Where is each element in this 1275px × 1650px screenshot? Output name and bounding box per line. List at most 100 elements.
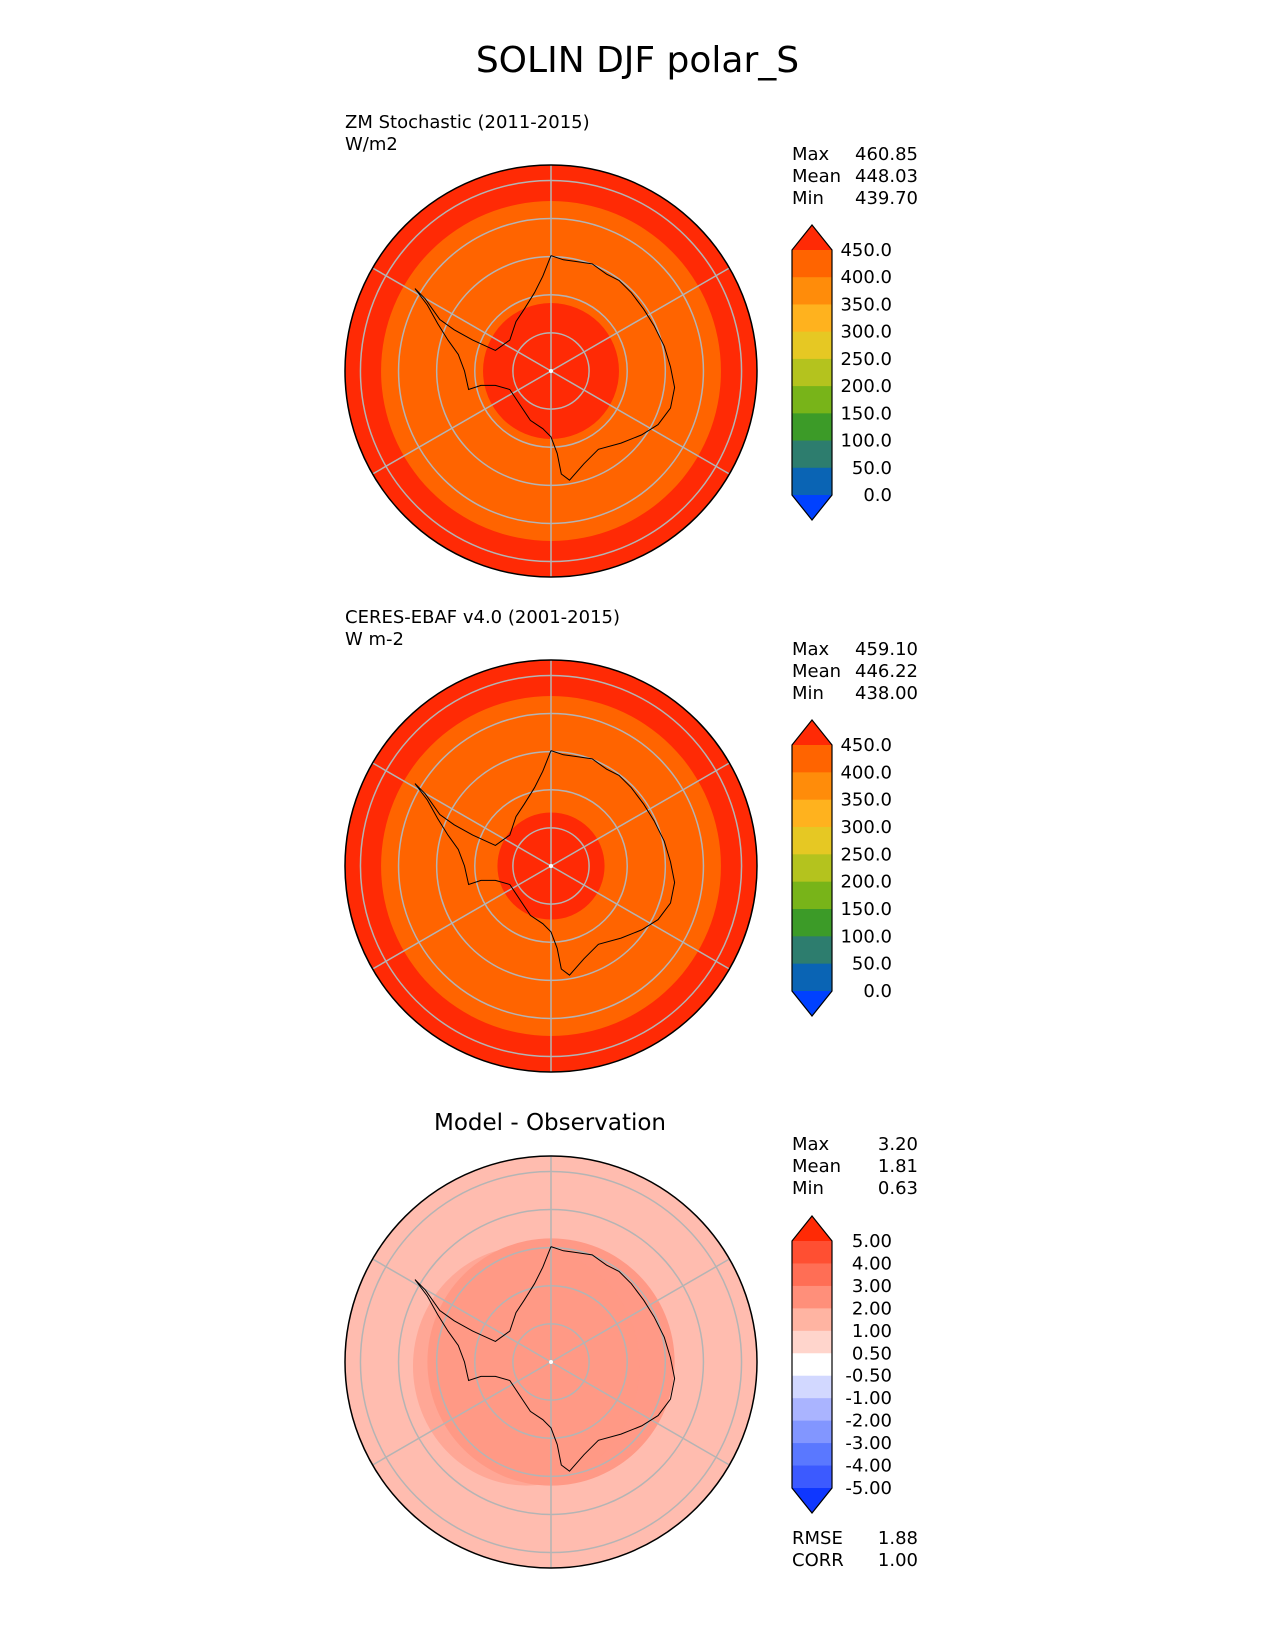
colorbar-segment xyxy=(792,467,832,496)
stat-value: 1.81 xyxy=(877,1156,918,1177)
colorbar-segment xyxy=(792,1285,832,1309)
colorbar-segment xyxy=(792,827,832,855)
colorbar: 450.0 400.0 350.0 300.0 250.0 200.0 150.0 100.0… xyxy=(791,719,892,1017)
colorbar-tick-label: 200.0 xyxy=(840,872,892,893)
metric-label: CORR xyxy=(792,1550,844,1571)
colorbar-segment xyxy=(792,331,832,360)
stat-max: Max 459.10 xyxy=(792,639,918,661)
stat-min: Min 439.70 xyxy=(792,188,918,210)
difference-metrics: RMSE 1.88 CORR 1.00 xyxy=(792,1528,918,1572)
stat-max: Max 3.20 xyxy=(792,1134,918,1156)
stat-value: 459.10 xyxy=(855,639,918,660)
stat-label: Min xyxy=(792,683,824,704)
stat-value: 460.85 xyxy=(855,144,918,165)
meridian-line xyxy=(550,865,730,970)
colorbar-tick-label: 0.0 xyxy=(863,485,892,506)
colorbar-extend-max xyxy=(792,720,832,745)
metric-value: 1.88 xyxy=(877,1528,918,1549)
stat-min: Min 0.63 xyxy=(792,1178,918,1200)
meridian-line xyxy=(372,1258,552,1363)
stat-mean: Mean 448.03 xyxy=(792,166,918,188)
meridian-line xyxy=(550,370,730,475)
colorbar-tick-label: 150.0 xyxy=(840,403,892,424)
colorbar-segment xyxy=(792,440,832,469)
polar-map xyxy=(344,1155,758,1569)
colorbar-tick-label: 50.0 xyxy=(852,458,892,479)
colorbar-segment xyxy=(792,277,832,305)
colorbar-tick-label: 350.0 xyxy=(840,790,892,811)
colorbar-tick-label: 250.0 xyxy=(840,349,892,370)
colorbar-segment xyxy=(792,1398,832,1422)
colorbar-segment xyxy=(792,1353,832,1377)
pole-marker xyxy=(549,1360,553,1364)
meridian-line xyxy=(550,1361,730,1466)
difference-title: Model - Observation xyxy=(433,1110,667,1136)
test-units: W/m2 xyxy=(345,134,398,155)
colorbar-tick-label: 300.0 xyxy=(840,817,892,838)
metric-label: RMSE xyxy=(792,1528,843,1549)
metric-rmse: RMSE 1.88 xyxy=(792,1528,918,1550)
map-boundary xyxy=(344,1155,758,1569)
metric-value: 1.00 xyxy=(877,1550,918,1571)
stat-value: 438.00 xyxy=(855,683,918,704)
colorbar-segment xyxy=(792,1308,832,1332)
colorbar-tick-label: 400.0 xyxy=(840,762,892,783)
test-panel-title: ZM Stochastic (2011-2015) W/m2 xyxy=(345,112,590,156)
colorbar-tick-label: -0.50 xyxy=(845,1366,892,1387)
test-stats: Max 460.85 Mean 448.03 Min 439.70 xyxy=(792,144,918,210)
meridian-line xyxy=(372,762,552,867)
colorbar-tick-label: 150.0 xyxy=(840,899,892,920)
coastline xyxy=(414,1246,676,1472)
colorbar-tick-label: -5.00 xyxy=(845,1478,892,1499)
reference-stats: Max 459.10 Mean 446.22 Min 438.00 xyxy=(792,639,918,705)
stat-value: 0.63 xyxy=(877,1178,918,1199)
colorbar-tick-label: 250.0 xyxy=(840,844,892,865)
polar-map xyxy=(344,659,758,1073)
colorbar-tick-label: 400.0 xyxy=(840,267,892,288)
colorbar-extend-max xyxy=(792,1216,832,1241)
inner-region-edge xyxy=(412,1246,640,1486)
colorbar-tick-label: 300.0 xyxy=(840,322,892,343)
meridian-line xyxy=(550,1258,730,1363)
colorbar-tick-label: -2.00 xyxy=(845,1411,892,1432)
colorbar-segment xyxy=(792,1330,832,1354)
colorbar-tick-label: 350.0 xyxy=(840,294,892,315)
colorbar-segment xyxy=(792,386,832,414)
colorbar: 5.004.003.002.001.000.50-0.50-1.00-2.00-… xyxy=(791,1215,892,1514)
pole-marker xyxy=(549,864,553,868)
colorbar-tick-label: -1.00 xyxy=(845,1388,892,1409)
colorbar-segment xyxy=(792,413,832,442)
colorbar-segment xyxy=(792,1263,832,1287)
colorbar-extend-min xyxy=(792,991,832,1016)
map-boundary xyxy=(344,164,758,578)
coastline xyxy=(414,750,676,976)
colorbar-tick-label: 100.0 xyxy=(840,926,892,947)
stat-label: Mean xyxy=(792,1156,842,1177)
polar-map xyxy=(344,164,758,578)
colorbar-tick-label: 4.00 xyxy=(852,1253,892,1274)
stat-label: Min xyxy=(792,188,824,209)
stat-label: Max xyxy=(792,144,830,165)
stat-value: 448.03 xyxy=(855,166,918,187)
meridian-line xyxy=(372,865,552,970)
stat-mean: Mean 446.22 xyxy=(792,661,918,683)
colorbar-tick-label: 2.00 xyxy=(852,1298,892,1319)
colorbar-tick-label: 1.00 xyxy=(852,1321,892,1342)
colorbar-segment xyxy=(792,1420,832,1444)
colorbar-outline xyxy=(791,224,833,521)
colorbar-segment xyxy=(792,1443,832,1467)
colorbar-segment xyxy=(792,936,832,965)
colorbar-tick-label: 0.50 xyxy=(852,1343,892,1364)
stat-label: Min xyxy=(792,1178,824,1199)
colorbar-tick-label: 450.0 xyxy=(840,240,892,261)
colorbar-segment xyxy=(792,854,832,883)
colorbar-segment xyxy=(792,799,832,828)
stat-value: 446.22 xyxy=(855,661,918,682)
stat-min: Min 438.00 xyxy=(792,683,918,705)
test-title: ZM Stochastic (2011-2015) xyxy=(345,112,590,133)
colorbar-tick-label: -3.00 xyxy=(845,1433,892,1454)
meridian-line xyxy=(550,762,730,867)
colorbar-segment xyxy=(792,745,832,773)
colorbar-segment xyxy=(792,250,832,278)
